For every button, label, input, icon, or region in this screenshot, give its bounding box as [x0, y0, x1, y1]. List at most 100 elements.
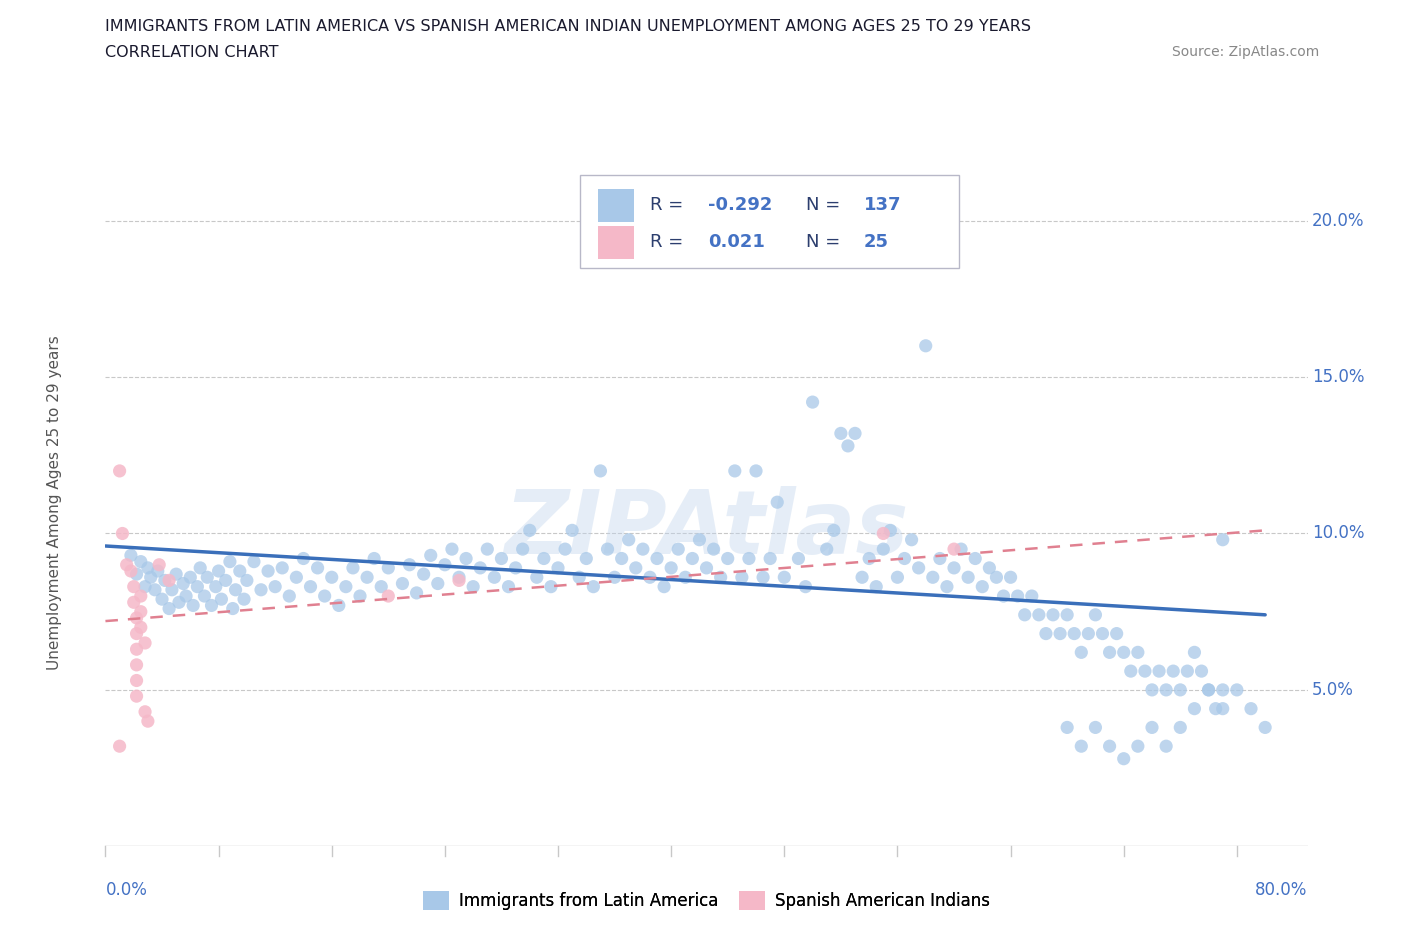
Point: [624, 561, 647, 576]
Point: [405, 586, 427, 601]
Point: [463, 579, 485, 594]
Point: [1212, 701, 1234, 716]
Point: [342, 561, 364, 576]
Point: [823, 523, 845, 538]
Point: [533, 551, 555, 566]
Point: [1147, 664, 1170, 679]
Point: [1254, 720, 1277, 735]
Point: [830, 426, 852, 441]
Point: [1084, 720, 1107, 735]
Point: [447, 570, 470, 585]
Point: [181, 598, 204, 613]
Point: [214, 573, 236, 588]
Point: [724, 463, 747, 478]
Point: [512, 541, 534, 556]
Point: [943, 541, 966, 556]
Point: [167, 595, 190, 610]
Point: [610, 551, 633, 566]
Point: [225, 582, 247, 597]
Text: 80.0%: 80.0%: [1256, 881, 1308, 898]
Point: [134, 579, 156, 594]
Text: Unemployment Among Ages 25 to 29 years: Unemployment Among Ages 25 to 29 years: [48, 335, 62, 670]
Point: [561, 523, 583, 538]
Point: [1070, 644, 1092, 659]
FancyBboxPatch shape: [599, 226, 634, 259]
Text: 15.0%: 15.0%: [1312, 368, 1364, 386]
Point: [603, 570, 626, 585]
Point: [498, 579, 520, 594]
Point: [681, 551, 703, 566]
Point: [1098, 738, 1121, 753]
Point: [148, 557, 170, 572]
Point: [143, 582, 166, 597]
Point: [1098, 644, 1121, 659]
Point: [115, 557, 138, 572]
Point: [1126, 644, 1149, 659]
Point: [125, 689, 148, 704]
Point: [851, 570, 873, 585]
Point: [200, 598, 222, 613]
Point: [950, 541, 973, 556]
Point: [209, 591, 232, 606]
Point: [1084, 607, 1107, 622]
Point: [540, 579, 562, 594]
Text: 5.0%: 5.0%: [1312, 681, 1354, 698]
Point: [666, 541, 689, 556]
Point: [165, 566, 187, 581]
Text: 137: 137: [865, 196, 901, 214]
Point: [1175, 664, 1198, 679]
Point: [328, 598, 350, 613]
Point: [122, 595, 145, 610]
Point: [526, 570, 548, 585]
Point: [120, 548, 142, 563]
Point: [447, 573, 470, 588]
Point: [157, 573, 180, 588]
Point: [440, 541, 463, 556]
Point: [278, 589, 301, 604]
Point: [139, 570, 162, 585]
Point: [204, 579, 226, 594]
Point: [426, 576, 449, 591]
Point: [673, 570, 696, 585]
Point: [136, 713, 159, 728]
Point: [631, 541, 654, 556]
Point: [188, 561, 211, 576]
Point: [321, 570, 343, 585]
Text: 20.0%: 20.0%: [1312, 212, 1364, 230]
Point: [900, 532, 922, 547]
Point: [554, 541, 576, 556]
Point: [1154, 683, 1177, 698]
Point: [1091, 626, 1114, 641]
Point: [979, 561, 1001, 576]
Point: [456, 551, 478, 566]
Text: R =: R =: [650, 196, 689, 214]
Point: [125, 642, 148, 657]
Point: [477, 541, 499, 556]
Point: [1226, 683, 1249, 698]
Point: [1184, 701, 1206, 716]
Point: [207, 564, 229, 578]
Point: [972, 579, 994, 594]
Point: [886, 570, 908, 585]
Point: [914, 339, 936, 353]
Point: [717, 551, 740, 566]
Point: [957, 570, 980, 585]
Point: [568, 570, 591, 585]
Point: [1154, 738, 1177, 753]
Point: [794, 579, 817, 594]
Point: [122, 579, 145, 594]
Point: [314, 589, 336, 604]
Point: [125, 566, 148, 581]
Point: [398, 557, 420, 572]
FancyBboxPatch shape: [581, 176, 959, 268]
Point: [645, 551, 668, 566]
Point: [335, 579, 357, 594]
Point: [377, 589, 399, 604]
Point: [1056, 720, 1078, 735]
Point: [1035, 626, 1057, 641]
Point: [285, 570, 308, 585]
Point: [1049, 626, 1071, 641]
Point: [752, 570, 775, 585]
Point: [582, 579, 605, 594]
Point: [419, 548, 441, 563]
